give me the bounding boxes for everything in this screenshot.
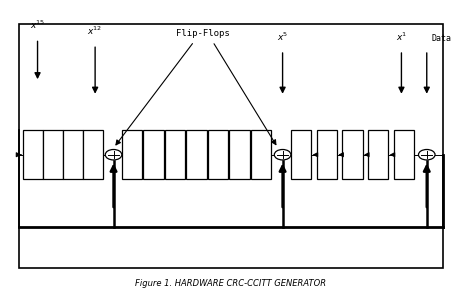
Bar	[143, 130, 164, 179]
Bar	[208, 130, 228, 179]
Bar	[251, 130, 271, 179]
Bar	[19, 24, 443, 268]
Text: Figure 1. HARDWARE CRC-CCITT GENERATOR: Figure 1. HARDWARE CRC-CCITT GENERATOR	[135, 279, 327, 288]
Bar	[368, 130, 388, 179]
Bar	[394, 130, 414, 179]
Circle shape	[105, 150, 122, 160]
Text: $x^{15}$: $x^{15}$	[30, 19, 45, 31]
Text: $x^{1}$: $x^{1}$	[395, 30, 407, 43]
Bar	[186, 130, 207, 179]
Bar	[316, 130, 337, 179]
Bar	[122, 130, 142, 179]
Text: Flip-Flops: Flip-Flops	[176, 29, 230, 39]
Bar	[342, 130, 363, 179]
Bar	[165, 130, 185, 179]
Circle shape	[274, 150, 291, 160]
Bar	[63, 130, 83, 179]
Bar	[43, 130, 63, 179]
Text: $x^{5}$: $x^{5}$	[277, 30, 288, 43]
Circle shape	[419, 150, 435, 160]
Bar	[229, 130, 249, 179]
Text: $x^{12}$: $x^{12}$	[87, 25, 103, 37]
Bar	[83, 130, 103, 179]
Bar	[23, 130, 43, 179]
Bar	[291, 130, 311, 179]
Text: Data: Data	[432, 34, 451, 43]
